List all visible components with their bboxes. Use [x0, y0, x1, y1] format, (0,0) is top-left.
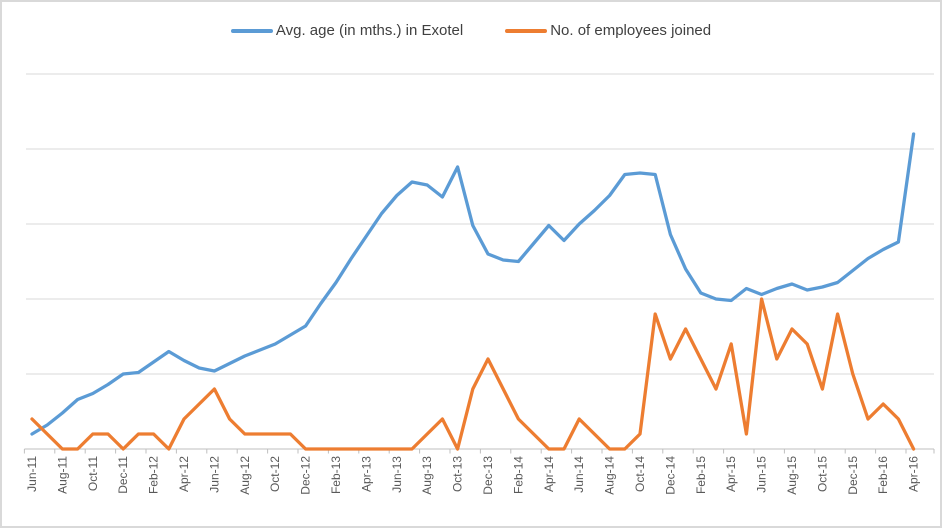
x-axis-label: Oct-13 — [451, 456, 465, 492]
x-axis-label: Dec-12 — [299, 456, 313, 495]
x-axis-label: Apr-12 — [177, 456, 191, 492]
x-axis-label: Oct-12 — [268, 456, 282, 492]
x-axis-label: Jun-12 — [207, 456, 221, 493]
chart-legend: Avg. age (in mths.) in Exotel No. of emp… — [2, 22, 940, 39]
x-axis-label: Aug-13 — [420, 456, 434, 495]
legend-label-employees: No. of employees joined — [550, 22, 712, 39]
x-axis-label: Apr-16 — [907, 456, 921, 492]
legend-item-avg-age: Avg. age (in mths.) in Exotel — [230, 22, 464, 39]
x-axis-label: Oct-15 — [815, 456, 829, 492]
x-axis-label: Aug-15 — [785, 456, 799, 495]
x-axis-label: Oct-11 — [86, 456, 100, 491]
x-axis-label: Dec-15 — [846, 456, 860, 495]
x-axis-label: Aug-11 — [55, 456, 69, 494]
x-axis-label: Feb-16 — [876, 456, 890, 494]
x-axis-label: Jun-11 — [25, 456, 39, 492]
legend-line-swatch-blue — [230, 28, 273, 33]
x-axis-label: Apr-13 — [359, 456, 373, 492]
x-axis-label: Apr-14 — [542, 456, 556, 492]
x-axis-label: Dec-13 — [481, 456, 495, 495]
x-axis-label: Feb-13 — [329, 456, 343, 494]
x-axis-label: Jun-15 — [755, 456, 769, 493]
legend-line-swatch-orange — [505, 28, 548, 33]
x-axis-label: Jun-13 — [390, 456, 404, 493]
x-axis-label: Aug-14 — [603, 456, 617, 495]
x-axis-label: Feb-14 — [511, 456, 525, 494]
x-axis-label: Jun-14 — [572, 456, 586, 493]
x-axis-label: Dec-14 — [663, 456, 677, 495]
legend-item-employees: No. of employees joined — [505, 22, 711, 39]
legend-label-avg-age: Avg. age (in mths.) in Exotel — [275, 22, 464, 39]
x-axis-label: Feb-15 — [694, 456, 708, 494]
x-axis-label: Aug-12 — [238, 456, 252, 495]
x-axis-label: Feb-12 — [147, 456, 161, 494]
series-line-employees — [30, 297, 916, 451]
series-line-avg-age — [30, 132, 916, 436]
x-axis-label: Apr-15 — [724, 456, 738, 492]
x-axis-label: Dec-11 — [116, 456, 130, 494]
x-axis-label: Oct-14 — [633, 456, 647, 492]
